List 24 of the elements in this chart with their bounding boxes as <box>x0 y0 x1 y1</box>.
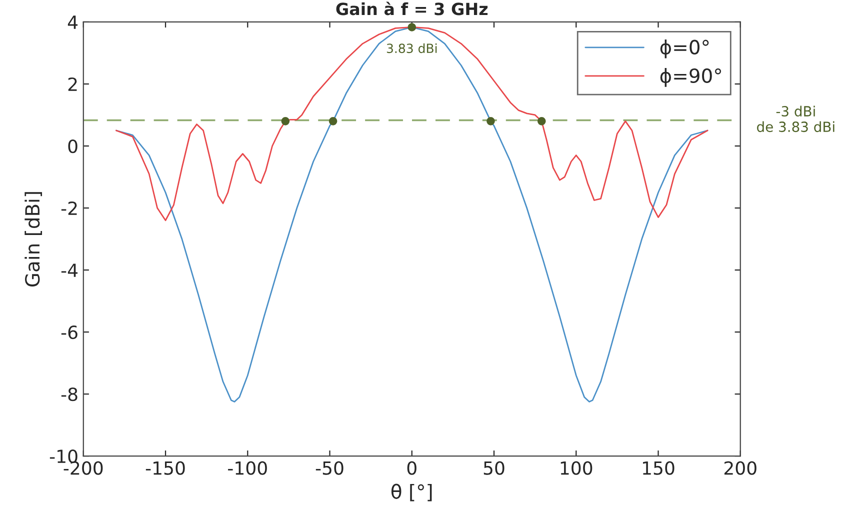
y-tick-label: 0 <box>68 139 78 154</box>
y-tick-label: 2 <box>68 77 77 91</box>
chart-title: Gain à f = 3 GHz <box>336 2 488 16</box>
y-tick-label: -6 <box>61 325 78 340</box>
ref-line-label: -3 dBi de 3.83 dBi <box>757 106 834 132</box>
y-tick-label: -10 <box>50 450 78 464</box>
legend-label: ϕ=90° <box>660 68 722 87</box>
y-tick-label: -2 <box>61 201 77 215</box>
x-tick-label: 50 <box>484 461 504 475</box>
x-tick-label: 0 <box>407 461 416 475</box>
legend-label: ϕ=0° <box>660 39 709 58</box>
x-tick-label: -150 <box>146 461 185 475</box>
x-tick-label: -200 <box>64 461 103 475</box>
y-tick-label: -8 <box>61 388 78 402</box>
x-tick-label: -50 <box>316 461 344 475</box>
x-tick-label: 100 <box>560 461 592 475</box>
annotation: 3.83 dBi <box>386 43 437 54</box>
y-tick-label: -4 <box>61 264 78 277</box>
x-tick-label: 200 <box>724 461 756 475</box>
x-tick-label: -100 <box>228 461 267 475</box>
x-axis-title: θ [°] <box>391 484 432 502</box>
x-tick-label: 150 <box>643 461 674 475</box>
y-tick-label: 4 <box>68 16 78 29</box>
y-axis-title: Gain [dBi] <box>24 192 42 286</box>
